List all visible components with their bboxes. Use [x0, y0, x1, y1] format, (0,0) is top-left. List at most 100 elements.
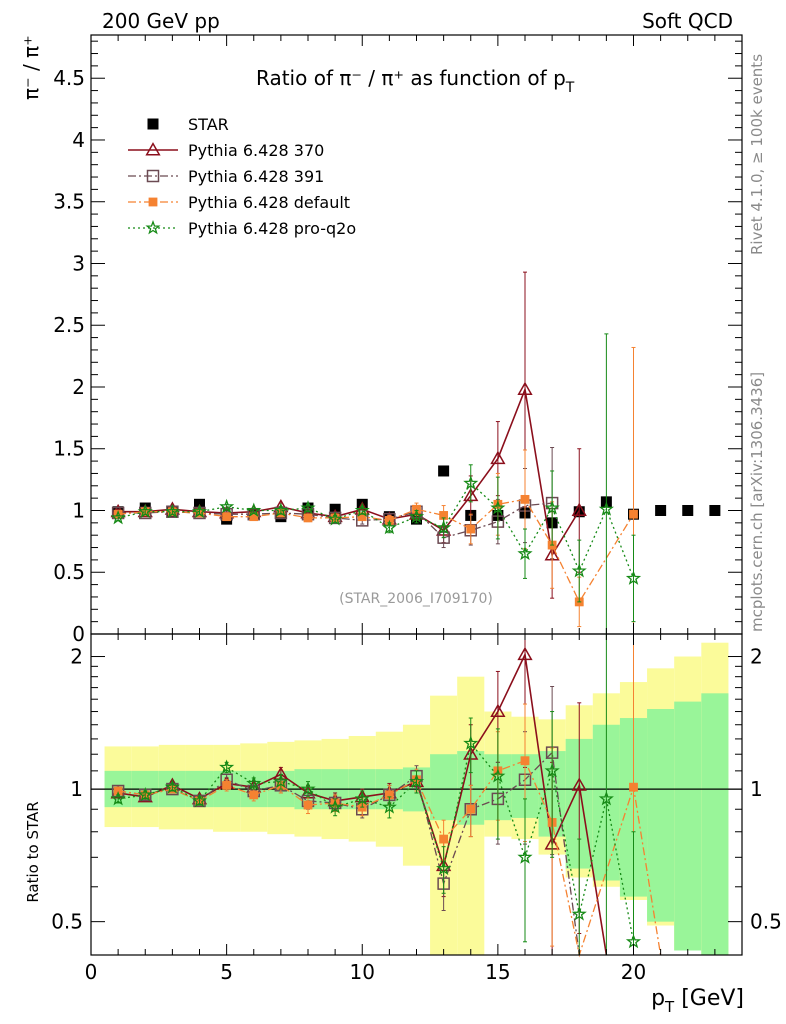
data-point	[517, 381, 533, 395]
legend-item-pdefault: Pythia 6.428 default	[128, 193, 350, 212]
y-tick-label: 4.5	[53, 66, 85, 90]
data-point	[463, 475, 479, 490]
x-tick-label: 10	[350, 960, 375, 984]
data-point	[520, 494, 530, 504]
series-line-p391	[118, 502, 553, 539]
data-point	[381, 519, 397, 535]
legend-marker	[147, 118, 159, 130]
x-axis-label-unit: [GeV]	[674, 986, 744, 1011]
ratio-y-tick-label-right: 1	[750, 777, 763, 801]
data-point	[520, 756, 530, 766]
x-tick-label: 5	[220, 960, 233, 984]
main-chart-title-text: Ratio of π⁻ / π⁺ as function of p	[256, 66, 566, 90]
data-point	[249, 790, 259, 800]
data-point	[381, 799, 397, 814]
legend-item-p391: Pythia 6.428 391	[128, 167, 324, 186]
rivet-label: Rivet 4.1.0, ≥ 100k events	[748, 54, 766, 255]
data-point	[544, 762, 560, 778]
data-point	[327, 799, 343, 814]
data-point	[439, 511, 449, 520]
data-point	[354, 502, 370, 517]
data-point	[517, 545, 533, 561]
data-point	[384, 790, 394, 800]
series-pq2o	[110, 333, 642, 635]
legend-item-pq2o: Pythia 6.428 pro-q2o	[128, 219, 356, 238]
main-chart-title: Ratio of π⁻ / π⁺ as function of pT	[256, 66, 575, 96]
main-chart-title-sub: T	[565, 80, 575, 96]
y-tick-label: 3	[72, 251, 85, 275]
legend-item-p370: Pythia 6.428 370	[128, 141, 324, 160]
legend-marker	[148, 197, 158, 207]
data-point	[246, 775, 262, 790]
series-line-pq2o	[118, 741, 635, 942]
data-point	[709, 504, 721, 516]
data-point	[463, 735, 479, 750]
data-point	[300, 781, 316, 796]
series-line-p391	[118, 751, 580, 956]
data-point	[273, 773, 289, 789]
axis-ticks: 0 5 10 15 20 0 0.5 1 1.5 2 2.5 3 3.5 4 4.5 0.5 0.5 1 1 2 2	[51, 35, 782, 984]
data-point	[571, 777, 587, 791]
ratio-y-tick-label-right: 2	[750, 645, 763, 669]
data-point	[598, 501, 614, 516]
data-point	[303, 513, 313, 523]
data-point	[466, 524, 476, 534]
data-point	[300, 500, 316, 515]
data-point	[354, 790, 370, 806]
legend-label: STAR	[188, 115, 229, 134]
y-tick-label: 2.5	[53, 313, 85, 337]
data-point	[164, 503, 180, 519]
data-point	[490, 703, 506, 718]
data-point	[571, 563, 587, 578]
data-point	[544, 500, 560, 515]
data-point	[517, 646, 533, 661]
y-tick-label: 0.5	[53, 560, 85, 584]
series-pq2o	[110, 633, 642, 956]
data-point	[629, 782, 638, 792]
header-right-label: Soft QCD	[642, 9, 733, 33]
analysis-watermark: (STAR_2006_I709170)	[339, 591, 493, 607]
data-point	[436, 519, 452, 535]
legend-item-star: STAR	[147, 115, 229, 134]
x-tick-label: 15	[485, 960, 510, 984]
ratio-y-tick-label-left: 1	[70, 777, 83, 801]
data-point	[466, 804, 476, 814]
data-point	[357, 512, 367, 522]
data-point	[113, 509, 123, 519]
data-point	[439, 834, 449, 844]
data-point	[219, 759, 235, 774]
data-point	[191, 793, 208, 808]
legend-marker	[145, 220, 161, 235]
data-point	[137, 786, 153, 802]
data-point	[490, 768, 506, 783]
source-label: mcplots.cern.ch [arXiv:1306.3436]	[748, 372, 766, 632]
data-point	[273, 502, 289, 517]
y-tick-label: 3.5	[53, 190, 85, 214]
data-point	[571, 502, 587, 516]
data-point	[249, 512, 259, 522]
data-point	[408, 508, 425, 524]
legend-marker	[145, 142, 161, 156]
x-tick-label: 20	[621, 960, 646, 984]
band-inner-bin	[430, 754, 458, 821]
y-tick-label: 4	[72, 128, 85, 152]
x-axis-label-sub: T	[664, 998, 675, 1016]
y-tick-label: 1	[72, 498, 85, 522]
data-point	[408, 773, 425, 789]
series-line-pdefault	[118, 759, 662, 958]
y-tick-label: 1.5	[53, 437, 85, 461]
ratio-ylabel: Ratio to STAR	[24, 801, 42, 902]
series-p370	[110, 271, 587, 599]
legend-label: Pythia 6.428 391	[188, 167, 324, 186]
ratio-y-tick-label-left: 2	[70, 645, 83, 669]
data-point	[438, 465, 450, 477]
data-point	[113, 786, 123, 796]
legend-marker	[146, 169, 160, 183]
ratio-uncertainty-bands	[91, 642, 742, 955]
data-point	[327, 511, 343, 526]
data-point	[246, 502, 262, 517]
series-line-p370	[118, 386, 580, 558]
data-point	[222, 512, 232, 522]
data-point	[490, 450, 506, 465]
